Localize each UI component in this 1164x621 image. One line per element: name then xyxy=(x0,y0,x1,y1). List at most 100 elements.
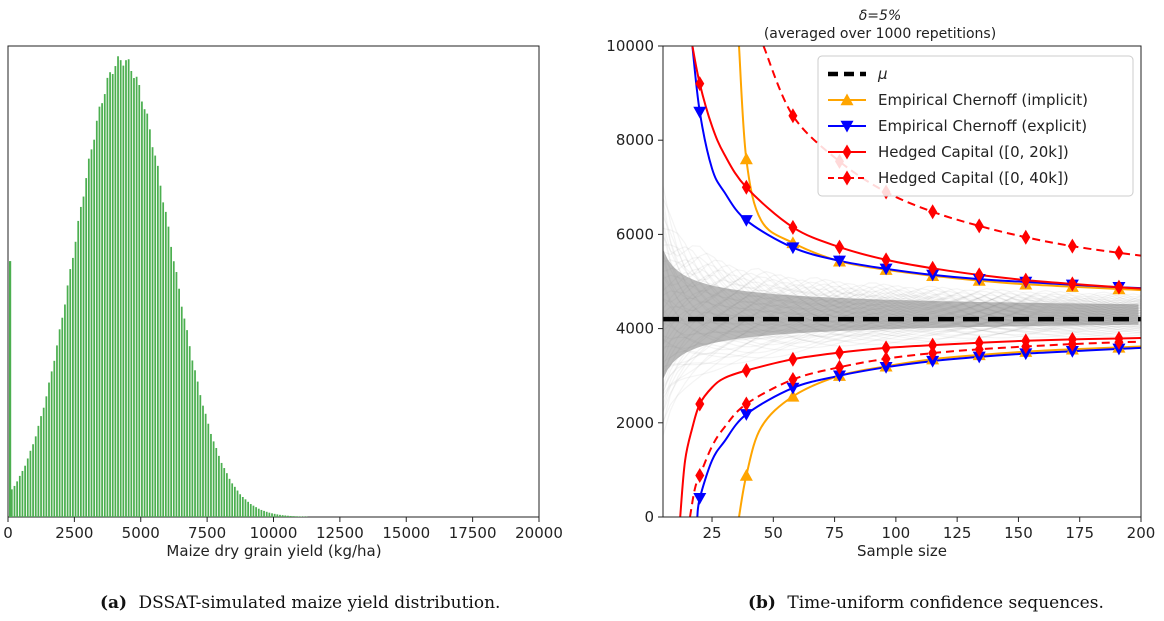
y-tick-label: 10000 xyxy=(606,37,654,55)
histogram-x-axis-label: Maize dry grain yield (kg/ha) xyxy=(166,542,381,560)
histogram-bar xyxy=(287,515,289,517)
simulation-path xyxy=(663,323,1141,371)
x-tick-label: 12500 xyxy=(316,524,364,542)
legend: μ Empirical Chernoff (implicit) Empirical … xyxy=(817,55,1134,197)
histogram-bar xyxy=(284,515,287,517)
histogram-panel: 0 2500 5000 7500 10000 12500 15000 17500 20000 M… xyxy=(3,45,563,560)
histogram-bar xyxy=(127,59,130,518)
histogram-bar xyxy=(133,78,135,518)
histogram-bars xyxy=(9,56,308,518)
series-marker xyxy=(739,409,753,421)
series-marker xyxy=(1021,338,1031,354)
series-marker xyxy=(974,218,984,234)
histogram-bar xyxy=(61,317,64,517)
histogram-bar xyxy=(233,486,236,517)
histogram-bar xyxy=(119,60,122,517)
series-marker xyxy=(926,355,940,368)
histogram-bar xyxy=(90,149,93,517)
series-marker xyxy=(1019,348,1033,361)
series-marker xyxy=(788,351,798,367)
x-tick-label: 150 xyxy=(1004,524,1033,542)
histogram-bar xyxy=(32,444,34,517)
histogram-bar xyxy=(257,508,260,517)
histogram-bar xyxy=(42,407,45,517)
histogram-bar xyxy=(74,241,77,517)
series-marker xyxy=(1067,238,1077,254)
series-marker xyxy=(840,93,854,106)
histogram-bar xyxy=(279,514,281,517)
series-line xyxy=(679,337,1141,517)
histogram-bar xyxy=(58,329,61,517)
histogram-bar xyxy=(194,370,196,517)
histogram-bar xyxy=(212,441,215,517)
histogram-bar xyxy=(106,77,109,518)
histogram-bar xyxy=(276,514,279,517)
histogram-bar xyxy=(37,425,40,517)
caption-b-label: (b) xyxy=(748,593,776,613)
series-marker xyxy=(834,239,844,255)
histogram-bar xyxy=(9,261,12,517)
histogram-bar xyxy=(111,74,114,517)
histogram-bar xyxy=(56,345,58,517)
histogram-bar xyxy=(21,470,24,517)
simulation-path xyxy=(663,325,1141,399)
x-tick-label: 0 xyxy=(3,524,13,542)
y-tick-label: 8000 xyxy=(616,131,654,149)
histogram-bar xyxy=(34,436,37,517)
confidence-y-ticks: 0 2000 4000 6000 8000 10000 xyxy=(606,37,663,526)
histogram-bar xyxy=(114,66,117,517)
x-tick-label: 75 xyxy=(825,524,844,542)
histogram-bar xyxy=(249,504,252,517)
histogram-bar xyxy=(244,499,247,517)
series-marker xyxy=(1114,279,1124,295)
series-marker xyxy=(842,170,852,186)
simulation-path xyxy=(663,199,1141,303)
series-marker xyxy=(741,396,751,412)
x-tick-label: 125 xyxy=(943,524,972,542)
simulation-path xyxy=(663,328,1141,411)
histogram-bar xyxy=(98,106,101,517)
x-tick-label: 200 xyxy=(1127,524,1156,542)
histogram-bar xyxy=(204,413,207,517)
histogram-bar xyxy=(297,516,300,517)
histogram-bar xyxy=(154,155,157,517)
series-marker xyxy=(928,337,938,353)
chart-subtitle: (averaged over 1000 repetitions) xyxy=(764,26,996,42)
histogram-bar xyxy=(82,196,85,518)
histogram-bar xyxy=(199,395,202,517)
histogram-bar xyxy=(40,416,42,517)
confidence-plot-area xyxy=(662,45,1142,518)
series-line xyxy=(738,345,1141,517)
histogram-bar xyxy=(146,113,149,517)
histogram-bar xyxy=(180,306,183,517)
series-marker xyxy=(788,219,798,235)
legend-label: Empirical Chernoff (explicit) xyxy=(878,117,1087,135)
histogram-bar xyxy=(79,206,82,517)
simulation-path xyxy=(663,222,1141,303)
series-marker xyxy=(834,359,844,375)
histogram-bar xyxy=(239,494,242,517)
caption-a-label: (a) xyxy=(100,593,127,613)
series-marker xyxy=(879,263,893,276)
caption-a-text: DSSAT-simulated maize yield distribution… xyxy=(139,593,501,613)
histogram-bar xyxy=(191,360,194,517)
series-marker xyxy=(786,242,800,255)
histogram-bar xyxy=(135,76,138,518)
histogram-bar xyxy=(210,433,212,517)
y-tick-label: 0 xyxy=(644,508,654,526)
caption-b: (b) Time-uniform confidence sequences. xyxy=(748,593,1104,613)
simulation-paths-band xyxy=(663,185,1141,436)
histogram-bar xyxy=(93,139,96,517)
simulation-core-band xyxy=(663,249,1139,380)
series-marker xyxy=(695,468,705,484)
histogram-bar xyxy=(53,360,56,517)
histogram-bar xyxy=(50,371,53,517)
x-tick-label: 100 xyxy=(882,524,911,542)
histogram-bar xyxy=(236,490,239,517)
series-marker xyxy=(1114,245,1124,261)
histogram-bar xyxy=(10,489,13,517)
caption-a: (a) DSSAT-simulated maize yield distribu… xyxy=(100,593,500,613)
x-tick-label: 175 xyxy=(1065,524,1094,542)
series-marker xyxy=(741,363,751,379)
legend-box xyxy=(817,55,1134,197)
